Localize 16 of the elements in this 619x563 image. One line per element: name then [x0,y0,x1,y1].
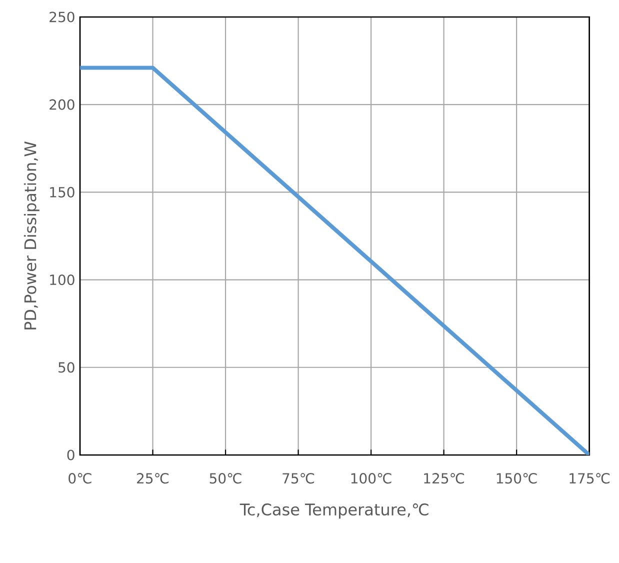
x-tick-label: 100℃ [351,473,392,484]
x-axis-title: Tc,Case Temperature,℃ [240,503,428,519]
y-tick-label: 0 [67,450,74,460]
x-tick-label: 75℃ [282,473,314,484]
y-tick-label: 150 [50,186,74,198]
x-tick-label: 25℃ [137,473,169,484]
y-tick-label: 200 [50,99,74,110]
x-tick-label: 175℃ [570,473,610,484]
x-tick-label: 125℃ [424,473,464,484]
y-tick-label: 100 [50,274,74,286]
x-tick-label: 0℃ [68,473,92,484]
y-axis-title: PD,Power Dissipation,W [24,142,40,330]
y-tick-label: 250 [50,12,74,22]
x-tick-label: 50℃ [210,473,242,484]
x-tick-label: 150℃ [496,473,537,484]
y-tick-label: 50 [58,362,74,373]
